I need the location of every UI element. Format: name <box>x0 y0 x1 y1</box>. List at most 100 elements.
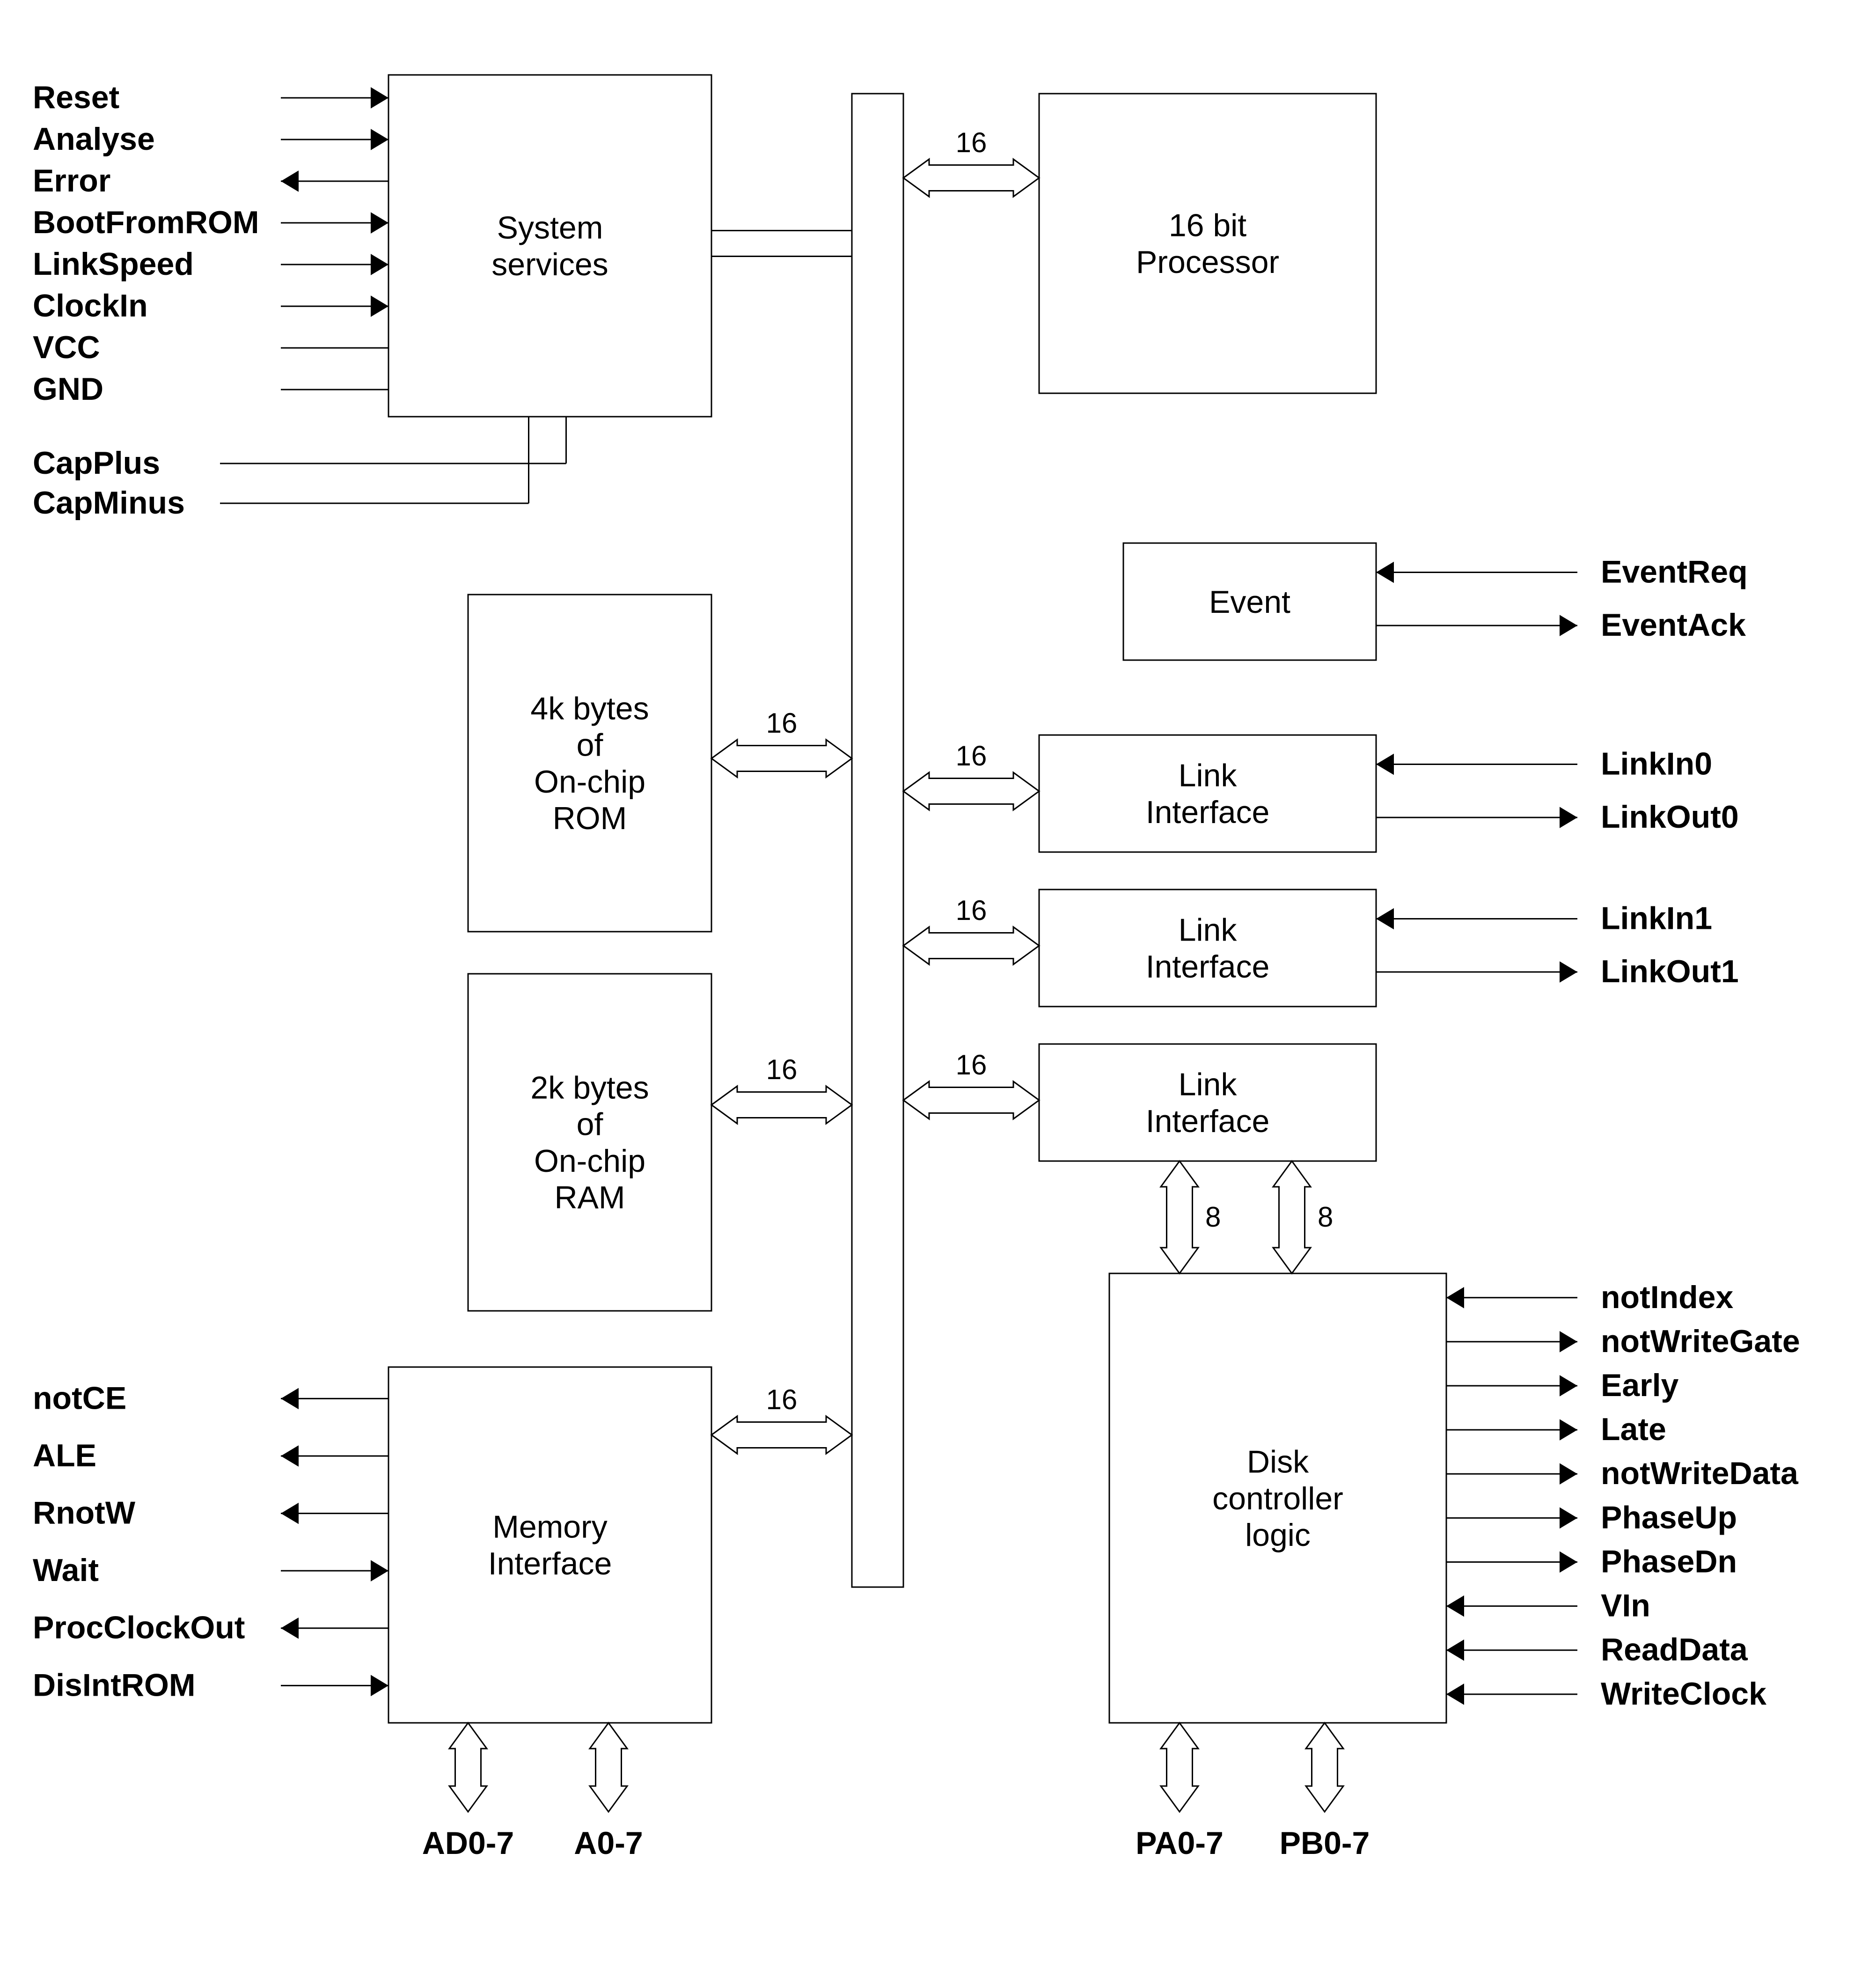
svg-text:Disk: Disk <box>1247 1444 1309 1480</box>
arrowhead-icon <box>1560 1419 1577 1441</box>
svg-text:Interface: Interface <box>1146 1103 1270 1139</box>
arrowhead-icon <box>1560 961 1577 983</box>
svg-text:On-chip: On-chip <box>534 764 645 800</box>
arrowhead-icon <box>371 1560 388 1581</box>
svg-text:16: 16 <box>956 1049 987 1081</box>
pin-linkout0: LinkOut0 <box>1601 799 1739 835</box>
svg-text:of: of <box>577 1107 603 1142</box>
svg-text:2k bytes: 2k bytes <box>530 1070 649 1106</box>
pin-capplus: CapPlus <box>33 445 160 481</box>
svg-text:Link: Link <box>1179 912 1238 948</box>
pin-eventack: EventAck <box>1601 607 1746 643</box>
vertical-bus-connector <box>1273 1161 1311 1273</box>
arrowhead-icon <box>1560 807 1577 828</box>
svg-text:PB0-7: PB0-7 <box>1280 1825 1370 1861</box>
pin-rnotw: RnotW <box>33 1495 136 1531</box>
arrowhead-icon <box>1446 1596 1464 1617</box>
svg-text:of: of <box>577 728 603 763</box>
svg-text:RAM: RAM <box>554 1180 625 1215</box>
svg-text:16 bit: 16 bit <box>1169 208 1246 243</box>
arrowhead-icon <box>1446 1684 1464 1705</box>
rom-box <box>468 595 711 932</box>
arrowhead-icon <box>371 1675 388 1697</box>
memory_interface-box <box>388 1367 711 1723</box>
pin-linkin0: LinkIn0 <box>1601 746 1712 782</box>
vertical-bus-connector <box>1161 1161 1198 1273</box>
link0-box <box>1039 735 1376 852</box>
bus-connector <box>903 159 1039 197</box>
svg-text:AD0-7: AD0-7 <box>422 1825 514 1861</box>
pin-reset: Reset <box>33 80 119 115</box>
svg-text:PA0-7: PA0-7 <box>1136 1825 1224 1861</box>
svg-text:Link: Link <box>1179 1067 1238 1103</box>
bus-connector <box>903 1081 1039 1119</box>
svg-text:controller: controller <box>1212 1481 1343 1516</box>
ram-box <box>468 974 711 1311</box>
pin-phaseup: PhaseUp <box>1601 1500 1737 1535</box>
pin-disintrom: DisIntROM <box>33 1667 196 1703</box>
bus-connector <box>903 927 1039 964</box>
arrowhead-icon <box>281 170 299 192</box>
svg-text:A0-7: A0-7 <box>574 1825 643 1861</box>
arrowhead-icon <box>371 254 388 275</box>
svg-text:Interface: Interface <box>488 1546 612 1581</box>
pin-bootfromrom: BootFromROM <box>33 205 259 240</box>
vertical-bus-connector <box>1306 1723 1343 1812</box>
pin-eventreq: EventReq <box>1601 554 1748 590</box>
svg-text:8: 8 <box>1205 1201 1221 1233</box>
svg-text:16: 16 <box>766 1054 798 1085</box>
pin-notwritedata: notWriteData <box>1601 1456 1799 1491</box>
pin-ale: ALE <box>33 1438 96 1473</box>
svg-text:8: 8 <box>1318 1201 1333 1233</box>
arrowhead-icon <box>1376 908 1394 930</box>
link2-box <box>1039 1044 1376 1161</box>
pin-notwritegate: notWriteGate <box>1601 1324 1800 1359</box>
svg-text:Interface: Interface <box>1146 794 1270 830</box>
bus-connector <box>711 740 852 777</box>
pin-notindex: notIndex <box>1601 1279 1734 1315</box>
arrowhead-icon <box>1560 1552 1577 1573</box>
pin-error: Error <box>33 163 110 199</box>
central-bus <box>852 94 903 1587</box>
pin-vin: VIn <box>1601 1588 1650 1624</box>
svg-text:16: 16 <box>766 707 798 739</box>
vertical-bus-connector <box>590 1723 627 1812</box>
svg-text:4k bytes: 4k bytes <box>530 691 649 727</box>
svg-text:logic: logic <box>1245 1517 1311 1553</box>
block-diagram: Systemservices16 bitProcessor4k bytesofO… <box>0 0 1876 1978</box>
arrowhead-icon <box>1560 1463 1577 1485</box>
arrowhead-icon <box>371 87 388 109</box>
svg-text:ROM: ROM <box>553 801 627 836</box>
pin-notce: notCE <box>33 1380 126 1416</box>
pin-analyse: Analyse <box>33 121 155 157</box>
pin-late: Late <box>1601 1412 1666 1447</box>
svg-text:services: services <box>491 247 608 282</box>
arrowhead-icon <box>1446 1640 1464 1661</box>
pin-wait: Wait <box>33 1552 99 1588</box>
pin-clockin: ClockIn <box>33 288 148 324</box>
svg-text:16: 16 <box>956 127 987 158</box>
svg-text:Link: Link <box>1179 758 1238 794</box>
arrowhead-icon <box>281 1388 299 1410</box>
svg-text:16: 16 <box>956 740 987 772</box>
pin-readdata: ReadData <box>1601 1632 1748 1668</box>
arrowhead-icon <box>281 1503 299 1524</box>
system_services-box <box>388 75 711 417</box>
pin-gnd: GND <box>33 371 103 407</box>
arrowhead-icon <box>281 1445 299 1467</box>
arrowhead-icon <box>1560 615 1577 636</box>
link1-box <box>1039 890 1376 1007</box>
bus-connector <box>903 772 1039 810</box>
arrowhead-icon <box>1560 1375 1577 1397</box>
vertical-bus-connector <box>1161 1723 1198 1812</box>
arrowhead-icon <box>371 212 388 234</box>
pin-capminus: CapMinus <box>33 485 185 521</box>
arrowhead-icon <box>1376 562 1394 583</box>
bus-connector <box>711 1086 852 1124</box>
svg-text:16: 16 <box>766 1384 798 1415</box>
bus-connector <box>711 231 852 257</box>
vertical-bus-connector <box>449 1723 487 1812</box>
arrowhead-icon <box>1560 1507 1577 1529</box>
bus-connector <box>711 1416 852 1454</box>
arrowhead-icon <box>1446 1287 1464 1309</box>
